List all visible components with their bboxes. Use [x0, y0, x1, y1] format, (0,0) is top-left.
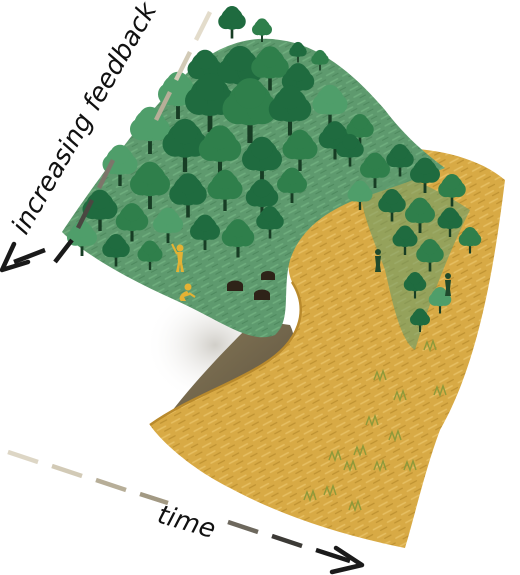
grass-tuft: [365, 413, 379, 428]
grass-tuft: [348, 498, 362, 513]
tree-icon: [242, 136, 282, 184]
person-icon: [375, 249, 381, 272]
tree-icon: [187, 49, 223, 91]
tree-icon: [251, 46, 289, 91]
tree-stump-icon: [227, 280, 243, 291]
tree-icon: [137, 240, 163, 270]
tree-icon: [252, 18, 272, 42]
grass-tuft: [328, 448, 342, 463]
tree-icon: [185, 73, 235, 132]
grass-tuft: [343, 458, 357, 473]
tree-icon: [245, 179, 279, 218]
tree-icon: [218, 6, 246, 39]
tree-icon: [222, 78, 278, 143]
tree-icon: [277, 167, 307, 203]
feedback-arrow: [0, 10, 213, 273]
tree-icon: [169, 173, 207, 218]
grass-tuft: [433, 383, 447, 398]
time-axis-label: time: [154, 500, 219, 545]
tree-icon: [312, 84, 348, 126]
tree-icon: [346, 114, 374, 147]
tree-stump-icon: [261, 271, 275, 280]
tree-icon: [311, 49, 329, 71]
grass-tuft: [323, 483, 337, 498]
savanna-shrubs: [303, 338, 447, 513]
tree-icon: [403, 271, 427, 299]
savanna-trees: [336, 134, 482, 332]
tree-icon: [221, 219, 255, 258]
tree-icon: [190, 214, 221, 250]
tree-stump-icon: [254, 289, 270, 300]
tree-icon: [458, 226, 482, 254]
grass-tuft: [373, 458, 387, 473]
tree-icon: [102, 234, 130, 267]
tree-icon: [115, 203, 149, 242]
tree-icon: [410, 157, 440, 193]
tree-icon: [416, 239, 444, 272]
grass-tuft: [423, 338, 437, 353]
tree-icon: [386, 144, 414, 177]
grass-tuft: [373, 368, 387, 383]
tree-icon: [130, 106, 170, 154]
person-icon: [179, 283, 196, 301]
time-arrow: [7, 449, 365, 575]
grass-tuft: [353, 443, 367, 458]
tree-icon: [347, 180, 373, 210]
tree-icon: [268, 85, 312, 136]
tree-icon: [410, 308, 430, 332]
person-icon: [171, 243, 184, 272]
tree-icon: [428, 286, 452, 314]
tree-icon: [289, 41, 307, 63]
grass-tuft: [303, 488, 317, 503]
savanna-lip: [149, 281, 302, 427]
tree-icon: [207, 169, 243, 211]
tree-icon: [405, 197, 435, 233]
tree-icon: [360, 152, 390, 188]
person-icon: [445, 273, 451, 296]
tree-icon: [438, 174, 466, 207]
tree-icon: [162, 118, 208, 172]
tree-icon: [392, 225, 418, 255]
tree-icon: [281, 63, 315, 102]
grass-tuft: [403, 458, 417, 473]
tree-icon: [282, 129, 318, 171]
tree-icon: [378, 189, 406, 222]
tree-icon: [198, 125, 242, 176]
tree-icon: [130, 161, 170, 209]
tree-icon: [437, 207, 463, 237]
grass-tuft: [388, 428, 402, 443]
tree-icon: [336, 134, 364, 167]
grass-tuft: [393, 388, 407, 403]
tree-icon: [153, 207, 184, 243]
tree-icon: [256, 206, 284, 239]
